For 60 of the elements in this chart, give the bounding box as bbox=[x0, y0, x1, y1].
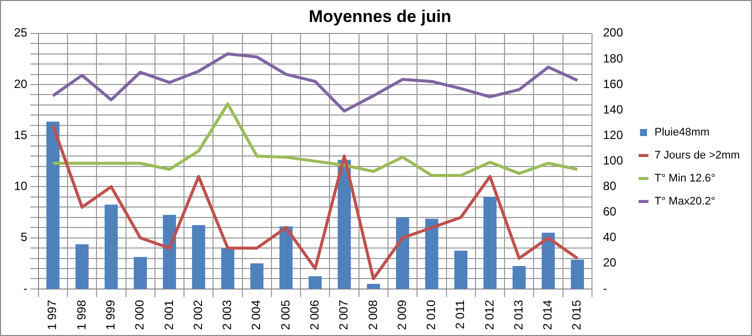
x-tick-label: 2 011 bbox=[453, 300, 468, 330]
x-tick-label: 2 010 bbox=[424, 300, 438, 330]
bar bbox=[570, 260, 584, 289]
chart-title: Moyennes de juin bbox=[308, 6, 452, 26]
x-tick-label: 2 002 bbox=[190, 300, 205, 330]
x-tick-label: 2 007 bbox=[336, 300, 351, 330]
bar bbox=[308, 276, 322, 289]
bar bbox=[454, 250, 468, 289]
legend-label: T° Max20.2° bbox=[654, 196, 716, 208]
bar bbox=[338, 160, 351, 289]
bar bbox=[279, 226, 293, 289]
y-tick-label: 25 bbox=[14, 26, 28, 40]
x-tick-label: 2 005 bbox=[278, 300, 292, 330]
y-tick-label: - bbox=[23, 281, 28, 296]
bar bbox=[104, 204, 118, 289]
bar bbox=[542, 232, 555, 289]
x-tick-label: 1 999 bbox=[104, 300, 118, 330]
legend-label: 7 Jours de >2mm bbox=[654, 150, 740, 162]
bar bbox=[134, 257, 147, 289]
y2-tick-label: 140 bbox=[602, 102, 624, 116]
bar bbox=[221, 248, 234, 289]
bar bbox=[366, 284, 380, 289]
x-tick-label: 2 015 bbox=[570, 300, 584, 330]
y2-tick-label: 160 bbox=[602, 76, 624, 91]
x-tick-label: 2 004 bbox=[249, 300, 264, 330]
y2-tick-label: - bbox=[602, 281, 607, 296]
bar bbox=[250, 263, 264, 289]
legend-label: T° Min 12.6° bbox=[654, 172, 716, 185]
y2-tick-label: 80 bbox=[602, 179, 617, 194]
bar bbox=[512, 266, 526, 289]
y2-tick-label: 100 bbox=[602, 154, 624, 168]
x-tick-label: 2 012 bbox=[482, 300, 496, 330]
y2-tick-label: 180 bbox=[602, 51, 624, 66]
y-tick-label: 5 bbox=[20, 230, 28, 244]
x-tick-label: 2 008 bbox=[366, 300, 380, 330]
y2-tick-label: 60 bbox=[602, 204, 617, 219]
y-tick-label: 20 bbox=[14, 76, 28, 91]
x-tick-label: 1 997 bbox=[45, 300, 60, 330]
bar bbox=[192, 225, 206, 289]
x-tick-label: 2 001 bbox=[162, 300, 176, 330]
legend-label: Pluie48mm bbox=[654, 126, 710, 139]
bar bbox=[483, 196, 497, 289]
bar bbox=[46, 122, 60, 289]
x-tick-label: 2 013 bbox=[511, 300, 526, 330]
y-tick-label: 10 bbox=[14, 179, 28, 194]
x-tick-label: 2 014 bbox=[540, 300, 555, 330]
x-tick-label: 1 998 bbox=[74, 300, 88, 330]
bar bbox=[396, 217, 410, 289]
bar bbox=[425, 218, 438, 289]
x-tick-label: 2 000 bbox=[132, 300, 147, 330]
y2-tick-label: 40 bbox=[602, 230, 617, 244]
x-tick-label: 2 003 bbox=[220, 300, 234, 330]
y-tick-label: 15 bbox=[14, 128, 28, 142]
x-tick-label: 2 009 bbox=[394, 300, 409, 330]
x-tick-label: 2 006 bbox=[307, 300, 322, 330]
y2-tick-label: 200 bbox=[602, 26, 624, 40]
y2-tick-label: 120 bbox=[602, 128, 624, 142]
y2-tick-label: 20 bbox=[602, 256, 617, 270]
bar bbox=[76, 244, 89, 289]
bar bbox=[162, 214, 176, 289]
